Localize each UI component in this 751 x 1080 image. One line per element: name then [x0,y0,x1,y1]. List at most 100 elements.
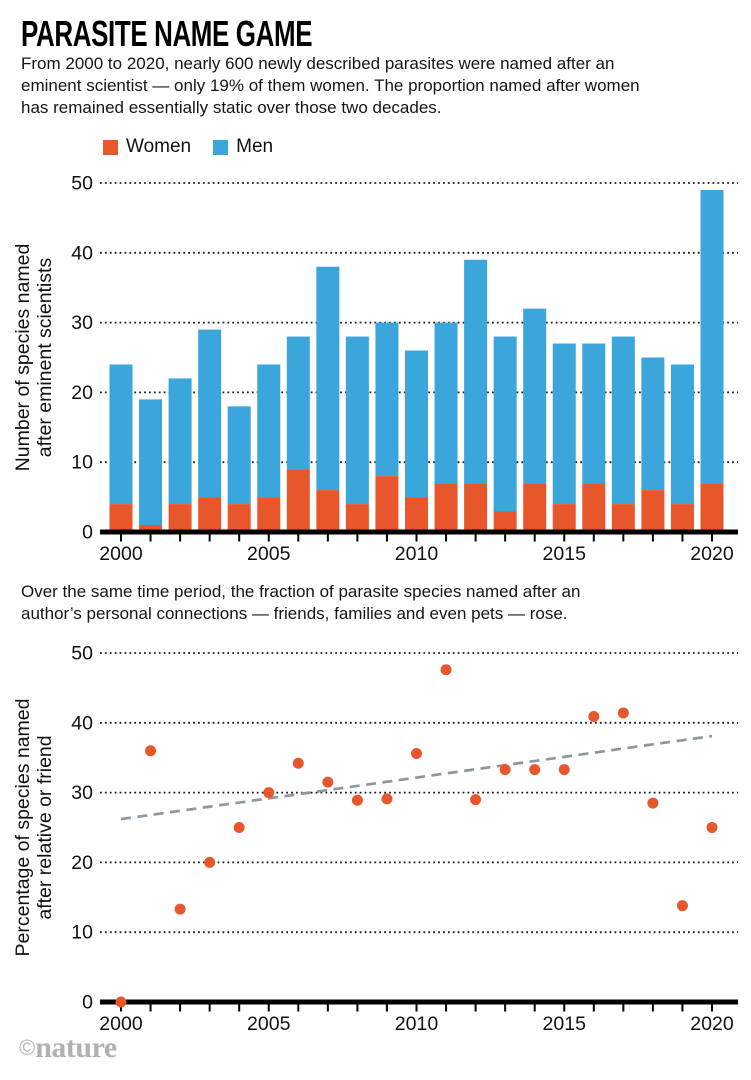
bar-women [434,483,458,533]
bar-men [700,189,724,484]
trend-line [120,734,713,821]
y-tick-label: 0 [82,522,93,544]
bar-men [434,322,458,484]
legend: Women Men [103,136,273,158]
scatter-point [588,711,600,723]
bar-men [611,336,635,505]
bar-women [227,504,251,533]
nature-logo: ©nature [19,1031,117,1065]
y-tick-label: 0 [82,992,93,1014]
x-tick-label: 2010 [395,1013,439,1035]
scatter-point [351,794,363,806]
bar-women [641,490,665,533]
scatter-point [174,903,186,915]
scatter-point [647,797,659,809]
scatter-point [145,745,157,757]
y-tick-label: 10 [71,922,93,944]
scatter-point [233,822,245,833]
bar-men [345,336,369,505]
scatter-point [676,900,688,912]
x-tick-label: 2000 [99,543,143,565]
x-tick-label: 2015 [543,543,587,565]
bar-women [375,476,399,533]
bar-women [286,469,310,533]
y-axis-label: Number of species named [12,244,34,472]
bar-men [523,308,547,484]
mid-line: author’s personal connections — friends,… [21,604,568,624]
bar-men [464,259,488,484]
scatter-point [706,822,718,833]
legend-label-men: Men [236,136,274,157]
bar-women [700,483,724,533]
bar-women [493,511,517,533]
bar-men [286,336,310,470]
x-tick-label: 2010 [395,543,439,565]
scatter-point [204,856,216,868]
men-swatch-icon [213,139,229,155]
x-tick-label: 2020 [690,1013,734,1035]
bar-men [139,399,163,526]
bar-men [168,378,192,505]
y-axis-label: Percentage of species named [12,699,34,957]
page-title: PARASITE NAME GAME [21,13,313,54]
y-tick-label: 30 [71,782,93,804]
mid-line: Over the same time period, the fraction … [21,582,581,601]
bar-women [670,504,694,533]
scatter-point [411,748,422,760]
y-tick-label: 40 [71,712,93,734]
x-tick-label: 2015 [543,1013,587,1035]
bar-men [493,336,517,512]
scatter-point [115,996,127,1008]
intro-line: eminent scientist — only 19% of them wom… [21,76,640,96]
women-swatch-icon [103,139,118,155]
bar-men [257,364,281,498]
bar-women [257,497,281,533]
mid-text: Over the same time period, the fraction … [21,581,580,625]
bar-women [316,490,340,533]
legend-item-men: Men [213,136,273,158]
scatter-point [617,707,629,719]
bar-women [345,504,369,533]
intro-line: has remained essentially static over tho… [21,98,442,118]
scatter-point [499,764,511,776]
x-tick-label: 2020 [690,543,734,565]
bar-women [582,483,606,533]
x-tick-label: 2005 [247,1013,291,1035]
legend-item-women: Women [103,136,191,158]
bar-men [109,364,133,505]
bar-men [375,322,399,477]
bar-men [552,343,576,505]
bar-women [405,497,428,533]
y-axis-label: after relative or friend [34,735,56,919]
bar-men [670,364,694,505]
bar-women [523,483,547,533]
intro-line: From 2000 to 2020, nearly 600 newly desc… [21,54,615,73]
bar-men [316,266,340,491]
legend-label-women: Women [126,136,192,157]
y-tick-label: 50 [71,173,93,195]
y-axis-label: after eminent scientists [34,258,56,458]
x-tick-label: 2005 [247,543,291,565]
y-tick-label: 40 [71,242,93,264]
scatter-point [529,764,541,776]
bar-women [552,504,576,533]
y-tick-label: 20 [71,852,93,874]
scatter-point [322,776,334,788]
scatter-point [381,793,393,805]
y-tick-label: 20 [71,382,93,404]
intro-text: From 2000 to 2020, nearly 600 newly desc… [21,53,640,120]
brand-name: nature [35,1031,117,1064]
y-tick-label: 30 [71,312,93,334]
bar-men [198,329,222,498]
y-tick-label: 50 [71,643,93,665]
scatter-point [440,664,452,676]
copyright-icon: © [19,1035,36,1060]
bar-men [641,357,665,491]
bar-men [405,350,428,498]
y-tick-label: 10 [71,452,93,474]
bar-women [139,525,163,533]
scatter-point [470,794,482,806]
bar-women [464,483,488,533]
